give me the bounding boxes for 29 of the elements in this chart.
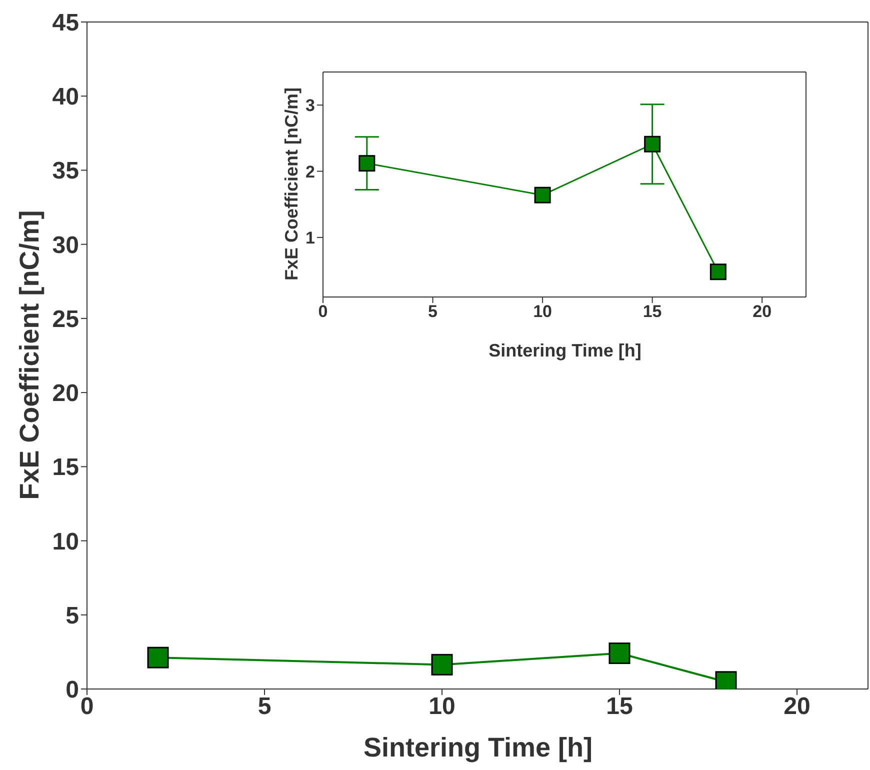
x-tick-label: 5 (258, 693, 272, 720)
x-tick-label: 20 (752, 302, 772, 322)
y-tick-label: 5 (66, 602, 79, 630)
y-tick-label: 3 (306, 96, 315, 116)
y-tick-label: 45 (52, 10, 79, 37)
y-axis-title: FxE Coefficient [nC/m] (282, 87, 302, 281)
x-tick-label: 10 (533, 302, 552, 322)
y-tick-label: 25 (52, 306, 79, 333)
y-tick-label: 10 (52, 528, 79, 556)
y-tick-label: 1 (306, 228, 315, 248)
y-axis-title: FxE Coefficient [nC/m] (14, 210, 46, 500)
point (534, 186, 551, 204)
x-axis-title: Sintering Time [h] (363, 732, 593, 764)
x-tick-label: 15 (642, 302, 662, 322)
x-axis-title: Sintering Time [h] (488, 340, 642, 362)
x-tick-label: 10 (428, 693, 456, 720)
point (644, 136, 661, 152)
y-tick-label: 35 (52, 158, 79, 185)
y-tick-label: 40 (52, 84, 79, 111)
x-tick-label: 15 (606, 693, 633, 720)
y-tick-label: 15 (52, 454, 79, 482)
x-tick-label: 20 (784, 693, 810, 720)
point (710, 264, 726, 280)
point (358, 155, 376, 172)
x-tick-label: 5 (428, 302, 438, 322)
y-tick-label: 20 (52, 380, 79, 408)
y-tick-label: 30 (52, 232, 79, 259)
y-tick-label: 2 (306, 162, 315, 182)
x-tick-label: 0 (318, 302, 328, 322)
